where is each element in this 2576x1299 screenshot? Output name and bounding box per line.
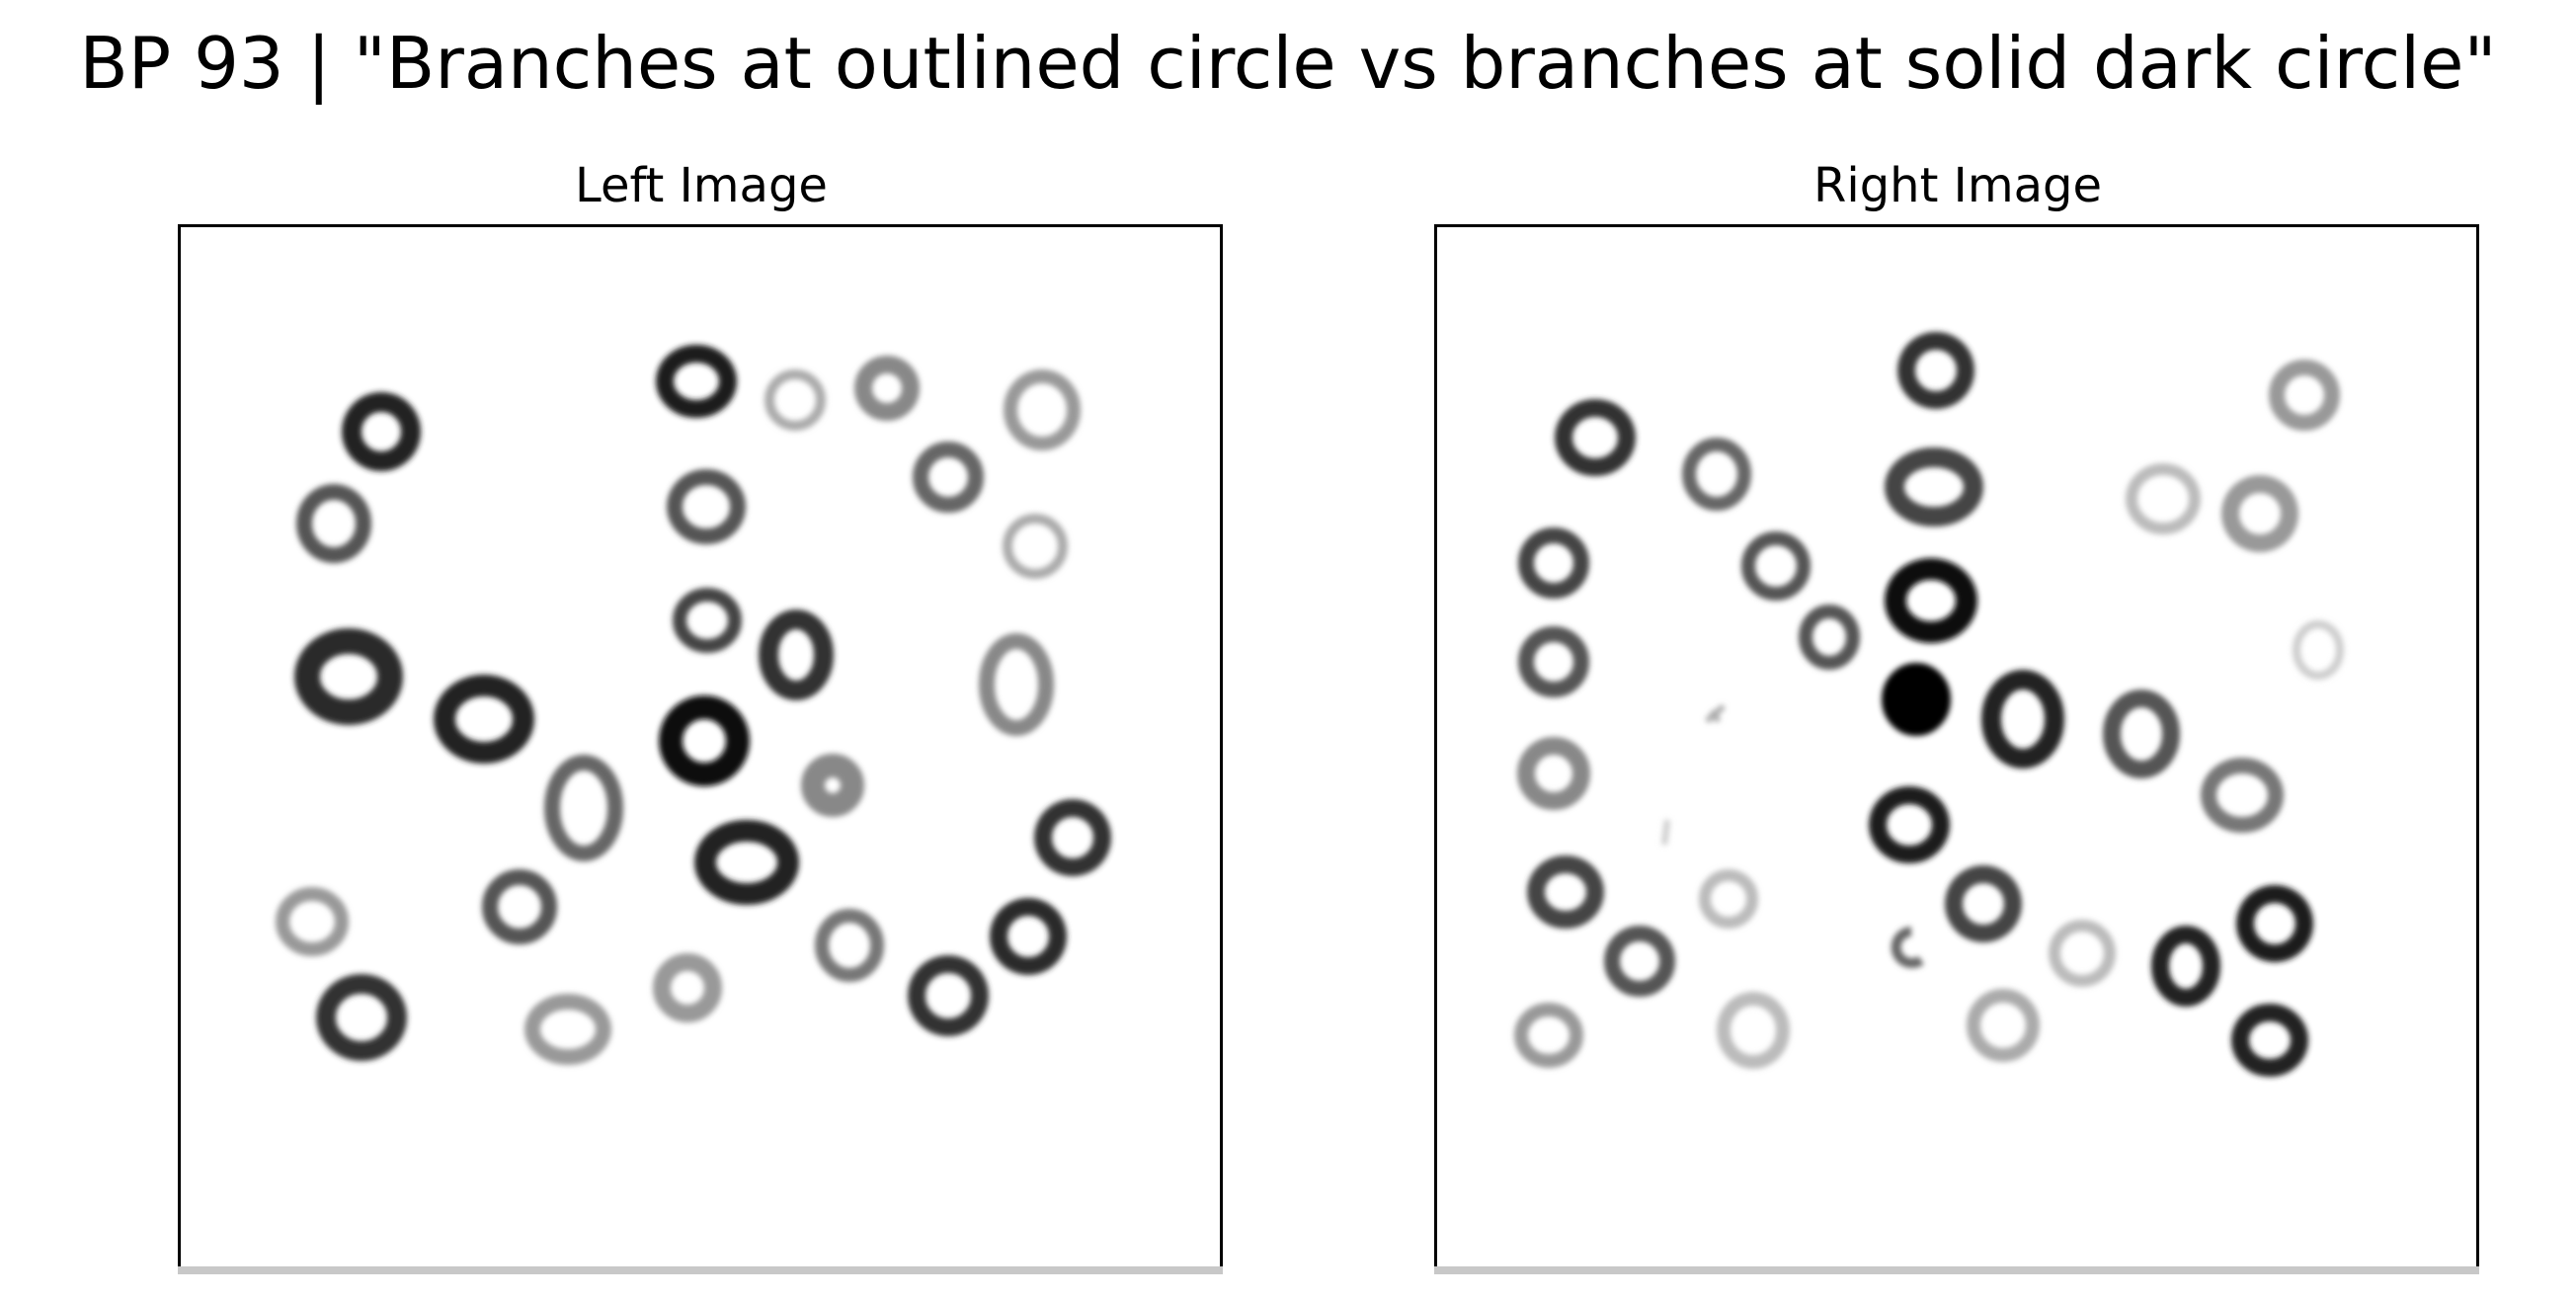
- ring: [1004, 369, 1081, 450]
- ring: [2231, 1004, 2308, 1077]
- left-panel-title: Left Image: [575, 158, 828, 213]
- figure-title: BP 93 | "Branches at outlined circle vs …: [79, 22, 2497, 105]
- ring: [1034, 799, 1111, 876]
- ring: [913, 442, 984, 513]
- ring: [908, 955, 989, 1036]
- ring: [1799, 605, 1860, 670]
- ring: [801, 754, 864, 817]
- ring: [990, 898, 1067, 975]
- branch-fragment: [1661, 819, 1670, 846]
- ring: [294, 628, 403, 725]
- right-panel-title: Right Image: [1813, 158, 2102, 213]
- ring: [1555, 399, 1636, 476]
- ring: [1981, 670, 2064, 769]
- left-ring-scene: [276, 345, 1111, 1065]
- ring: [1897, 332, 1974, 409]
- ring: [1885, 558, 1977, 643]
- ring: [276, 887, 349, 956]
- ring: [653, 953, 722, 1022]
- ring: [1699, 869, 1758, 929]
- ring: [1885, 447, 1983, 527]
- ring: [2236, 885, 2313, 962]
- right-image-panel: [1434, 224, 2479, 1269]
- ring: [482, 869, 557, 944]
- ring: [2201, 758, 2284, 833]
- ring: [659, 695, 750, 786]
- ring: [1514, 1003, 1583, 1068]
- ring: [1741, 531, 1811, 601]
- ring: [1967, 989, 2040, 1062]
- ring: [667, 469, 746, 544]
- ring: [1517, 737, 1590, 810]
- ring: [1527, 855, 1604, 929]
- ring: [1869, 786, 1950, 863]
- ring: [1717, 992, 1790, 1069]
- ring: [1518, 626, 1589, 697]
- left-panel-base-shadow: [178, 1266, 1223, 1274]
- ring: [1604, 926, 1675, 997]
- ring: [815, 909, 884, 982]
- ring: [1682, 438, 1751, 511]
- ring: [694, 820, 799, 905]
- ring: [544, 755, 623, 861]
- ring: [2049, 920, 2116, 987]
- ring: [1518, 528, 1589, 599]
- ring: [434, 675, 534, 764]
- right-panel-base-shadow: [1434, 1266, 2479, 1274]
- ring: [765, 369, 826, 431]
- ring: [2221, 475, 2298, 552]
- ring: [2293, 620, 2344, 680]
- ring: [979, 633, 1054, 736]
- branch-fragment: [1705, 703, 1726, 724]
- ring: [2269, 360, 2340, 431]
- right-ring-scene: [1514, 332, 2344, 1077]
- ring: [656, 345, 737, 418]
- ring: [342, 392, 421, 471]
- ring: [759, 609, 834, 700]
- arc-fragment: [1891, 927, 1924, 968]
- ring: [316, 974, 407, 1061]
- ring: [2151, 926, 2220, 1007]
- ring: [673, 588, 742, 653]
- ring: [2126, 463, 2201, 534]
- ring: [296, 484, 371, 563]
- ring: [1945, 865, 2022, 942]
- ring: [854, 356, 920, 421]
- ring: [1003, 514, 1068, 579]
- solid-dark-circle: [1882, 663, 1951, 736]
- ring: [524, 994, 611, 1065]
- left-image-panel: [178, 224, 1223, 1269]
- ring: [2103, 690, 2180, 778]
